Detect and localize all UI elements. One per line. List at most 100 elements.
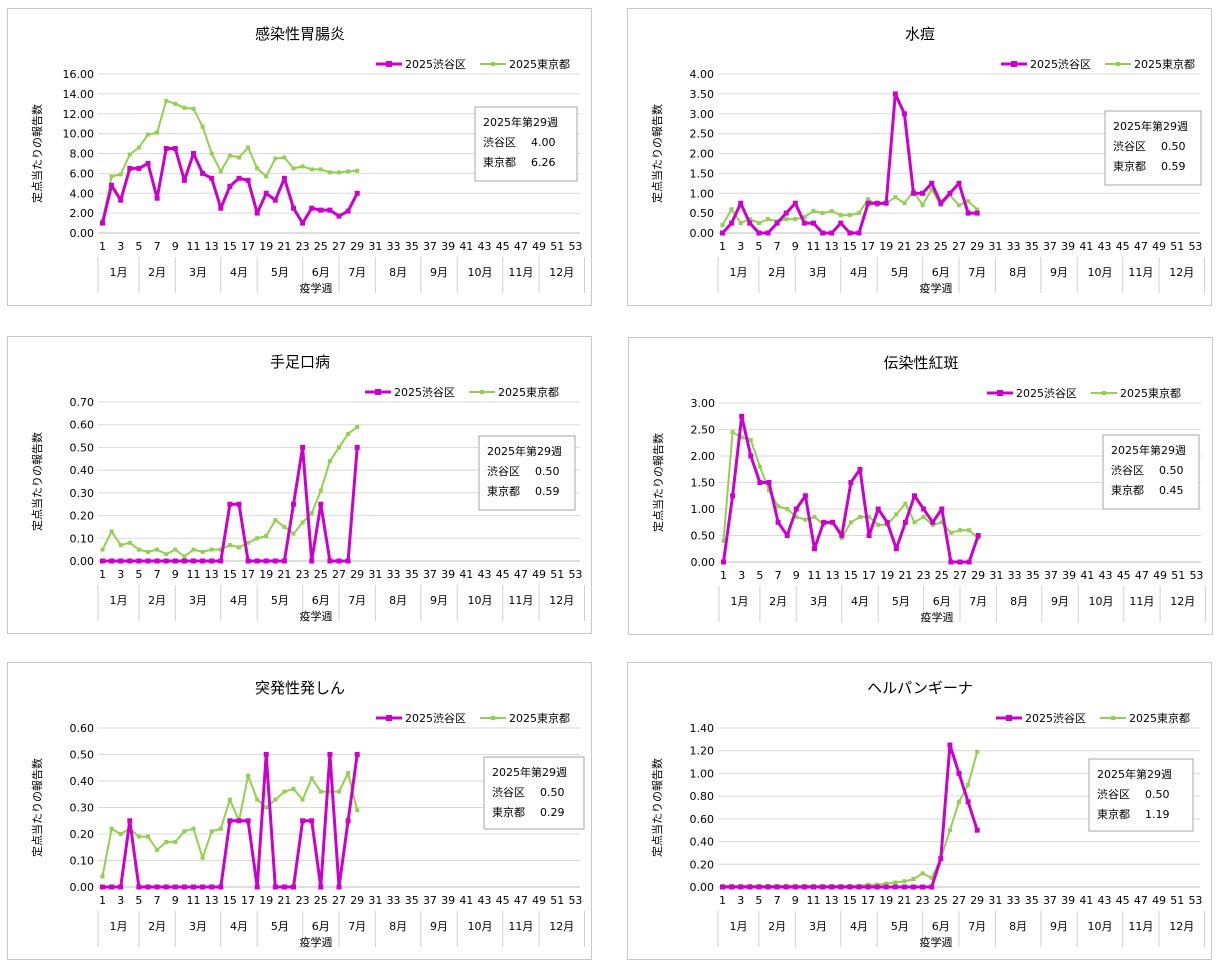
legend-marker-tokyo: [1102, 391, 1106, 395]
data-point-shibuya: [829, 884, 835, 890]
x-tick-label: 33: [1008, 569, 1022, 582]
data-point-shibuya: [793, 506, 799, 512]
month-label: 7月: [348, 594, 366, 607]
x-tick-label: 43: [1098, 894, 1112, 907]
data-point-tokyo: [957, 203, 961, 208]
data-point-shibuya: [956, 770, 962, 776]
data-point-shibuya: [154, 195, 160, 201]
month-label: 12月: [1169, 266, 1194, 279]
data-point-shibuya: [974, 210, 980, 216]
x-tick-label: 21: [897, 894, 911, 907]
month-label: 8月: [389, 920, 407, 933]
data-point-tokyo: [100, 874, 105, 879]
data-point-tokyo: [793, 217, 798, 222]
data-point-shibuya: [874, 200, 880, 206]
legend-marker-shibuya: [1006, 715, 1012, 721]
legend-marker-shibuya: [386, 61, 392, 67]
month-label: 2月: [768, 920, 786, 933]
data-point-tokyo: [218, 826, 223, 831]
data-point-tokyo: [182, 105, 187, 110]
x-tick-label: 53: [1188, 240, 1202, 253]
chart-panel-5: 突発性発しん 0.00 0.10 0.20 0.30 0.40 0.50 0.60 1 3 5 7 9 1…: [7, 662, 592, 960]
x-tick-label: 15: [223, 240, 237, 253]
month-label: 4月: [851, 595, 869, 608]
x-tick-label: 21: [277, 240, 291, 253]
data-point-tokyo: [920, 203, 925, 208]
data-point-tokyo: [291, 166, 296, 171]
month-label: 12月: [1169, 920, 1194, 933]
data-point-tokyo: [309, 776, 314, 781]
data-point-shibuya: [127, 165, 133, 171]
x-tick-label: 9: [172, 568, 179, 581]
month-label: 11月: [508, 920, 533, 933]
y-tick-label: 16.00: [63, 68, 95, 81]
data-point-tokyo: [191, 106, 196, 111]
data-point-tokyo: [337, 445, 341, 450]
series-line-tokyo: [101, 99, 358, 222]
data-point-shibuya: [291, 884, 296, 890]
month-label: 7月: [968, 920, 986, 933]
data-point-tokyo: [355, 425, 360, 429]
x-tick-label: 29: [350, 894, 364, 907]
data-point-tokyo: [209, 829, 214, 834]
x-tick-label: 31: [368, 894, 382, 907]
data-point-tokyo: [109, 826, 114, 831]
data-point-tokyo: [118, 172, 123, 177]
data-point-tokyo: [756, 221, 761, 226]
data-point-shibuya: [281, 558, 287, 564]
legend-label-tokyo: 2025東京都: [1134, 57, 1195, 71]
month-label: 12月: [1170, 595, 1195, 608]
data-point-shibuya: [938, 856, 944, 862]
y-tick-label: 0.60: [690, 813, 715, 826]
month-label: 5月: [891, 920, 909, 933]
y-tick-label: 1.20: [690, 745, 715, 758]
data-point-shibuya: [720, 230, 725, 236]
data-point-tokyo: [264, 805, 269, 810]
x-tick-label: 47: [1134, 894, 1148, 907]
x-tick-label: 37: [423, 568, 437, 581]
legend-label-tokyo: 2025東京都: [509, 57, 570, 71]
x-tick-label: 23: [296, 894, 310, 907]
chart-svg: 水痘0.000.501.001.502.002.503.003.504.001 3…: [650, 25, 1206, 295]
x-tick-label: 29: [350, 568, 364, 581]
data-point-tokyo: [812, 514, 817, 519]
data-point-shibuya: [200, 558, 206, 564]
data-point-tokyo: [300, 164, 305, 169]
data-point-tokyo: [803, 517, 808, 522]
data-point-tokyo: [337, 170, 341, 175]
data-point-shibuya: [865, 884, 871, 890]
data-point-shibuya: [774, 220, 780, 226]
data-point-shibuya: [245, 818, 251, 824]
x-tick-label: 11: [806, 894, 820, 907]
x-tick-label: 7: [775, 569, 782, 582]
x-tick-label: 5: [135, 894, 142, 907]
x-tick-label: 33: [387, 568, 401, 581]
data-point-tokyo: [291, 531, 296, 536]
data-point-shibuya: [272, 884, 278, 890]
data-point-shibuya: [272, 197, 278, 203]
data-point-tokyo: [355, 168, 360, 173]
data-point-tokyo: [820, 211, 825, 216]
data-point-tokyo: [164, 552, 169, 557]
data-point-tokyo: [282, 789, 287, 794]
x-tick-label: 51: [550, 894, 564, 907]
month-label: 8月: [1009, 920, 1027, 933]
y-tick-label: 1.50: [691, 477, 716, 490]
x-tick-label: 23: [296, 568, 310, 581]
x-tick-label: 23: [917, 569, 931, 582]
y-tick-label: 1.00: [691, 503, 716, 516]
month-label: 8月: [389, 266, 407, 279]
data-point-tokyo: [300, 797, 305, 802]
x-tick-label: 35: [405, 568, 419, 581]
data-point-shibuya: [756, 230, 762, 236]
data-point-tokyo: [785, 507, 790, 511]
y-tick-label: 0.40: [70, 464, 95, 477]
x-tick-label: 9: [172, 894, 179, 907]
y-tick-label: 3.50: [690, 88, 715, 101]
data-point-shibuya: [309, 558, 315, 564]
x-tick-label: 5: [135, 568, 142, 581]
legend-marker-shibuya: [386, 715, 392, 721]
data-point-tokyo: [939, 520, 944, 525]
x-tick-label: 23: [296, 240, 310, 253]
month-label: 7月: [969, 595, 987, 608]
